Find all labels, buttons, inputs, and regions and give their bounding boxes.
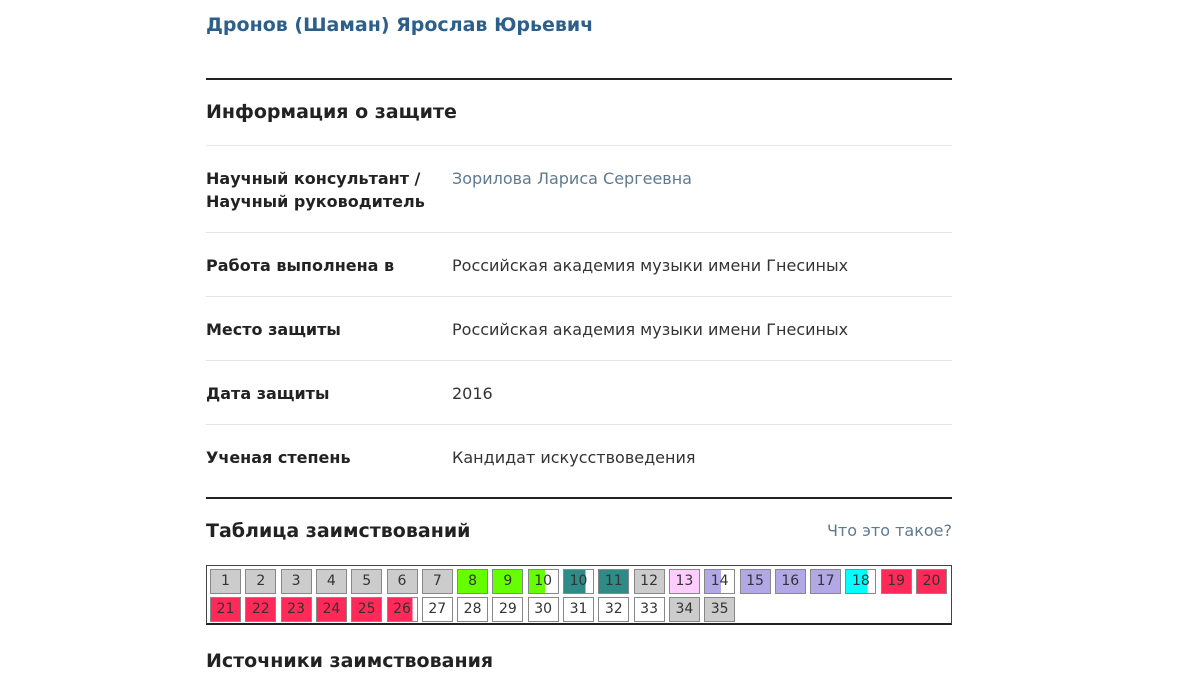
supervisor-label: Научный консультант / Научный руководите… <box>206 169 425 211</box>
borrowing-cell[interactable]: 11 <box>598 569 630 594</box>
borrowing-cell[interactable]: 27 <box>421 597 453 622</box>
borrowings-table: 1 2 3 4 5 6 7 8 9 10 10 11 12 13 14 15 16 17 18 19 20 21 22 23 2… <box>206 565 952 625</box>
borrowing-cell[interactable]: 23 <box>280 597 312 622</box>
borrowing-cell[interactable]: 19 <box>880 569 912 594</box>
borrowing-cell[interactable]: 3 <box>280 569 312 594</box>
defense-place-label: Место защиты <box>206 320 341 339</box>
borrowing-cell[interactable]: 25 <box>351 597 383 622</box>
borrowing-cell[interactable]: 29 <box>492 597 524 622</box>
borrowing-cell[interactable]: 18 <box>845 569 877 594</box>
organization-value: Российская академия музыки имени Гнесины… <box>452 256 849 275</box>
borrowing-cell[interactable]: 24 <box>315 597 347 622</box>
borrowing-cell[interactable]: 8 <box>457 569 489 594</box>
borrowing-cell[interactable]: 33 <box>633 597 665 622</box>
divider <box>206 360 952 361</box>
defense-place-value: Российская академия музыки имени Гнесины… <box>452 320 849 339</box>
borrowing-cell[interactable]: 26 <box>386 597 418 622</box>
borrowing-cell[interactable]: 1 <box>210 569 241 594</box>
borrowing-cell[interactable]: 31 <box>563 597 594 622</box>
borrowing-cell[interactable]: 15 <box>739 569 771 594</box>
degree-value: Кандидат искусствоведения <box>452 448 696 467</box>
borrowing-cell[interactable]: 12 <box>633 569 665 594</box>
borrowing-cell[interactable]: 7 <box>421 569 453 594</box>
borrowing-cell[interactable]: 13 <box>668 569 700 594</box>
borrowing-cell[interactable]: 20 <box>916 569 947 594</box>
organization-label: Работа выполнена в <box>206 256 395 275</box>
borrowing-cell[interactable]: 22 <box>245 597 277 622</box>
defense-section-title: Информация о защите <box>206 101 457 123</box>
borrowing-cell[interactable]: 4 <box>315 569 347 594</box>
divider <box>206 424 952 425</box>
defense-date-label: Дата защиты <box>206 384 330 403</box>
divider <box>206 232 952 233</box>
author-name[interactable]: Дронов (Шаман) Ярослав Юрьевич <box>206 14 594 36</box>
divider <box>206 497 952 499</box>
borrowing-cell[interactable]: 6 <box>386 569 418 594</box>
borrowings-section-title: Таблица заимствований <box>206 520 471 542</box>
borrowing-cell[interactable]: 32 <box>598 597 630 622</box>
borrowing-cell[interactable]: 21 <box>210 597 241 622</box>
borrowing-cell[interactable]: 30 <box>527 597 559 622</box>
borrowing-cell[interactable]: 5 <box>351 569 383 594</box>
borrowing-cell[interactable]: 35 <box>704 597 736 622</box>
divider <box>206 78 952 80</box>
divider <box>206 296 952 297</box>
borrowing-cell[interactable]: 16 <box>774 569 806 594</box>
borrowing-cell[interactable]: 14 <box>704 569 736 594</box>
borrowing-cell[interactable]: 10 <box>527 569 559 594</box>
supervisor-link[interactable]: Зорилова Лариса Сергеевна <box>452 169 692 188</box>
borrowing-cell[interactable]: 28 <box>457 597 489 622</box>
divider <box>206 145 952 146</box>
borrowing-cell[interactable]: 34 <box>668 597 700 622</box>
defense-date-value: 2016 <box>452 384 493 403</box>
borrowing-cell[interactable]: 9 <box>492 569 524 594</box>
degree-label: Ученая степень <box>206 448 351 467</box>
borrowing-cell[interactable]: 17 <box>810 569 842 594</box>
borrowing-cell[interactable]: 2 <box>245 569 277 594</box>
borrowing-cell[interactable]: 10 <box>563 569 594 594</box>
what-is-this-link[interactable]: Что это такое? <box>826 521 952 540</box>
sources-section-title: Источники заимствования <box>206 650 494 672</box>
